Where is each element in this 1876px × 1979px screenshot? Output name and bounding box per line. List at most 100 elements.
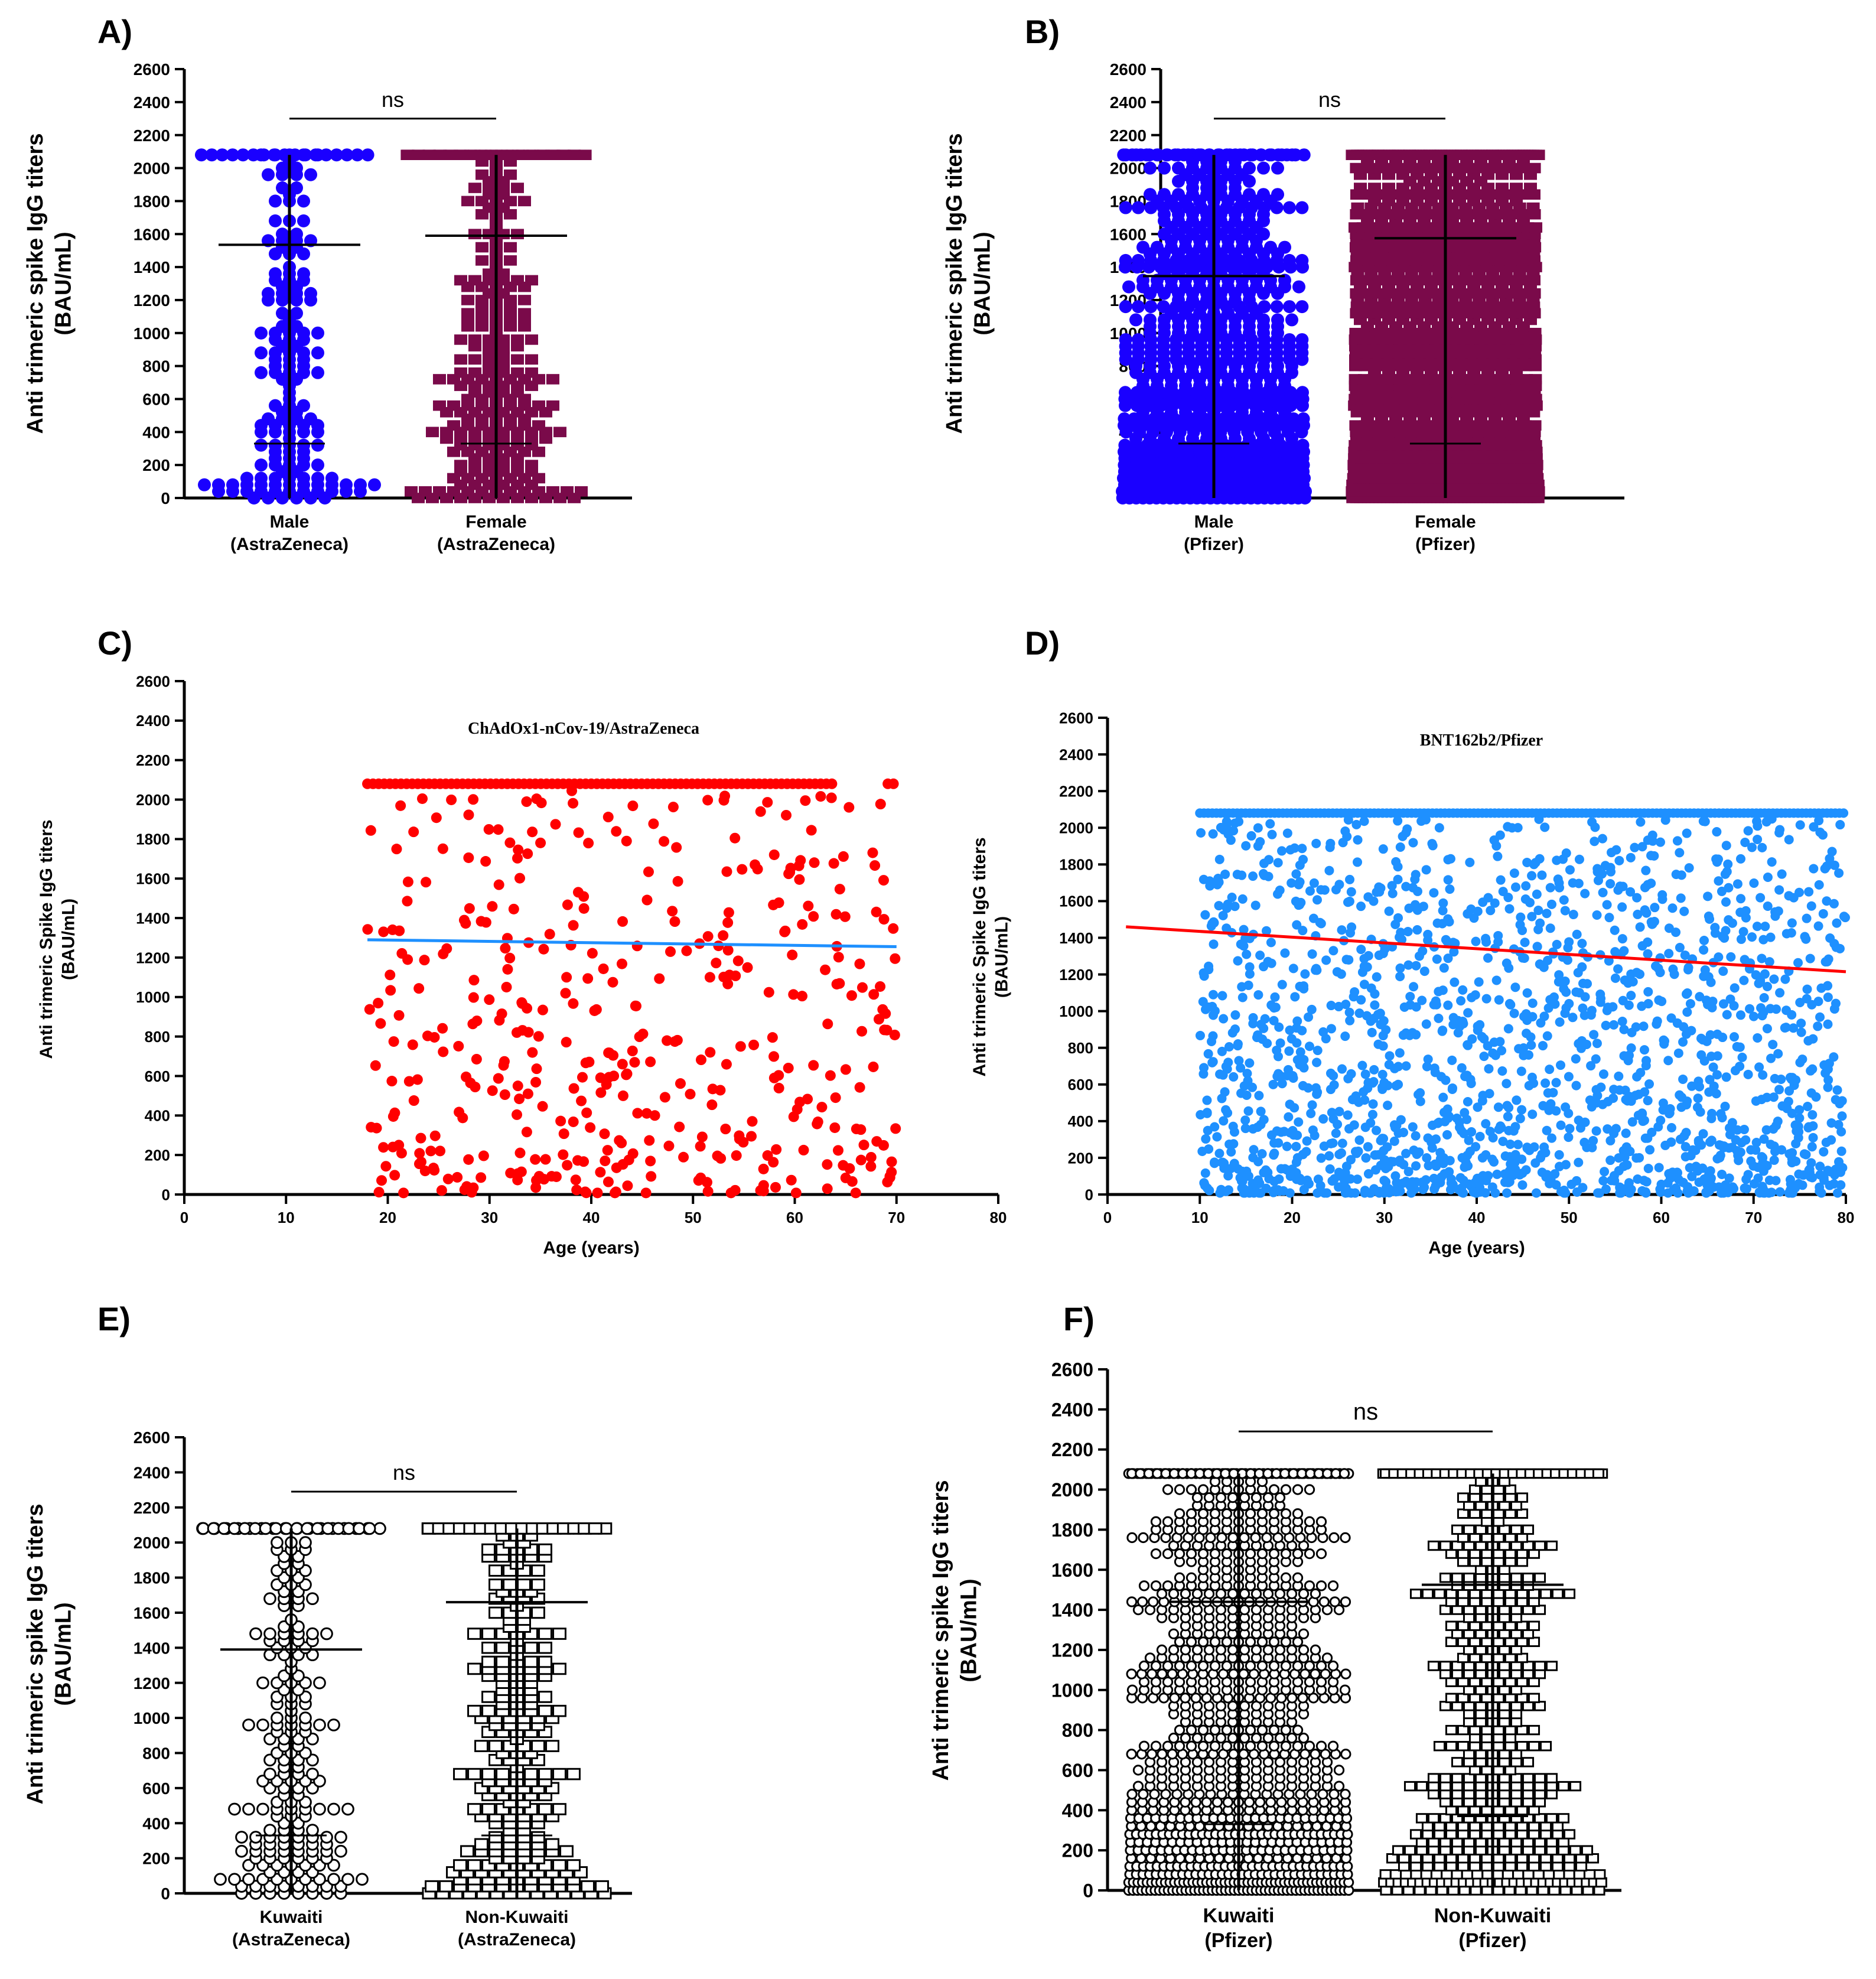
data-point [1831,1095,1841,1105]
data-point [1389,1136,1399,1146]
data-point [504,169,517,180]
data-point [748,1039,760,1050]
data-point [1468,1187,1478,1197]
data-point [1363,1142,1373,1152]
data-point [412,149,425,160]
data-point [386,1076,398,1087]
data-point [865,1161,877,1172]
data-point [1493,930,1503,940]
data-point [1253,1030,1263,1040]
data-point [888,778,899,789]
data-point [1351,202,1364,213]
data-point [1580,992,1590,1002]
data-point [1304,1041,1314,1052]
data-point [1237,982,1247,992]
data-point [854,958,865,969]
data-point [1248,1179,1258,1189]
data-point [1624,1188,1634,1198]
data-point [1597,834,1607,844]
data-point [1675,1134,1685,1144]
series-group-2 [400,149,592,503]
data-point [1712,1029,1722,1039]
data-point [762,797,773,808]
data-point [1837,1111,1847,1121]
data-point [632,1108,643,1119]
data-point [602,1176,614,1187]
data-point [665,946,676,957]
data-point [1217,991,1227,1001]
data-point [850,1187,861,1199]
data-point [830,1092,841,1104]
data-point [1804,887,1814,897]
data-point [1542,909,1552,919]
data-point [1270,300,1284,314]
data-point [742,962,753,973]
data-point [1458,985,1468,995]
data-point [1392,1177,1402,1187]
data-point [1739,975,1749,985]
data-point [493,879,504,890]
data-point [575,486,588,497]
data-point [1464,1135,1474,1145]
data-point [443,149,457,160]
data-point [425,1145,437,1157]
data-point [1316,919,1326,929]
data-point [1831,942,1841,952]
data-point [561,1037,572,1048]
data-point [1635,969,1645,979]
data-point [378,926,389,938]
y-tick-label: 400 [142,423,170,441]
data-point [572,887,584,898]
data-point [1291,1141,1301,1151]
data-point [558,149,571,160]
y-tick-label: 2000 [1059,819,1093,837]
data-point [433,486,446,497]
data-point [1484,1064,1494,1074]
data-point [269,194,282,208]
data-point [1359,816,1369,826]
data-point [433,400,446,411]
data-point [1411,1177,1421,1187]
data-point [1200,910,1210,920]
data-point [1158,188,1171,201]
data-point [1540,1078,1551,1088]
data-point [839,911,851,922]
data-point [1203,1049,1213,1059]
data-point [1442,1130,1452,1140]
data-point [1732,1125,1743,1135]
y-axis-title: Anti trimeric spike IgG titers (BAU/mL) [942,134,995,434]
data-point [341,1802,354,1816]
data-point [1325,1085,1336,1095]
data-point [1763,872,1773,882]
data-point [1312,1046,1323,1056]
data-point [517,998,528,1009]
y-tick-label: 800 [142,357,170,376]
y-tick-label: 1200 [133,291,170,310]
data-point [878,914,890,925]
scatter-points [362,778,901,1199]
data-point [436,1185,447,1196]
data-point [1610,973,1620,983]
data-point [617,916,628,927]
data-point [1757,842,1767,852]
data-point [1619,1024,1629,1034]
data-point [663,1140,675,1151]
y-tick-label: 200 [142,456,170,474]
data-point [416,793,428,804]
data-point [1564,1072,1574,1082]
data-point [797,991,808,1002]
data-point [568,1083,579,1094]
data-point [1463,909,1473,919]
y-tick-label: 600 [142,390,170,409]
data-point [1723,859,1733,869]
data-point [1698,1129,1708,1139]
data-point [531,1175,542,1186]
data-point [1532,889,1542,899]
data-point [1728,1182,1738,1192]
data-point [1721,897,1731,907]
data-point [1372,972,1382,982]
data-point [518,196,531,207]
data-point [1632,893,1642,903]
data-point [672,875,683,887]
data-point [722,945,734,956]
